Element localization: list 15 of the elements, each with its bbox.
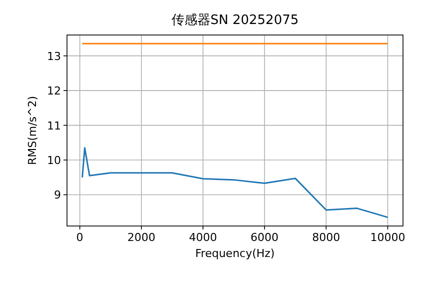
y-tick-label: 10 (47, 154, 61, 168)
x-tick-label: 2000 (127, 231, 156, 244)
y-axis-title: RMS(m/s^2) (26, 96, 39, 166)
y-tick-label: 11 (47, 119, 61, 132)
y-tick-label: 13 (47, 50, 61, 63)
y-tick-label: 12 (47, 84, 61, 98)
x-tick-label: 10000 (370, 231, 406, 244)
y-tick-label: 9 (54, 188, 61, 202)
x-tick-label: 4000 (188, 231, 217, 244)
x-axis-title: Frequency(Hz) (195, 247, 275, 260)
x-tick-label: 8000 (312, 231, 340, 244)
x-tick-label: 6000 (250, 231, 279, 244)
chart-title: 传感器SN 20252075 (171, 13, 299, 28)
x-tick-label: 0 (76, 231, 84, 244)
line-series (82, 147, 388, 218)
